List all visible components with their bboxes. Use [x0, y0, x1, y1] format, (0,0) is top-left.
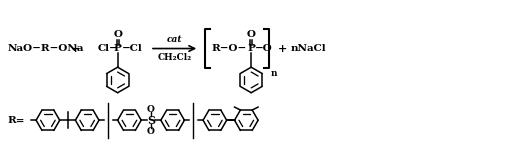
Text: O: O: [113, 30, 122, 39]
Text: cat: cat: [167, 35, 183, 44]
Text: n: n: [271, 69, 277, 78]
Text: S: S: [147, 115, 155, 126]
Text: nNaCl: nNaCl: [290, 44, 326, 53]
Text: P: P: [114, 44, 122, 53]
Text: O: O: [147, 105, 155, 114]
Text: +: +: [71, 43, 80, 54]
Text: NaO−R−ONa: NaO−R−ONa: [8, 44, 84, 53]
Text: O: O: [147, 127, 155, 136]
Text: R−O−: R−O−: [212, 44, 247, 53]
Text: P: P: [247, 44, 255, 53]
Text: CH₂Cl₂: CH₂Cl₂: [158, 53, 191, 62]
Text: R=: R=: [8, 116, 25, 125]
Text: O: O: [247, 30, 256, 39]
Text: −Cl: −Cl: [122, 44, 143, 53]
Text: +: +: [278, 43, 287, 54]
Text: Cl−: Cl−: [98, 44, 119, 53]
Text: −O: −O: [255, 44, 273, 53]
